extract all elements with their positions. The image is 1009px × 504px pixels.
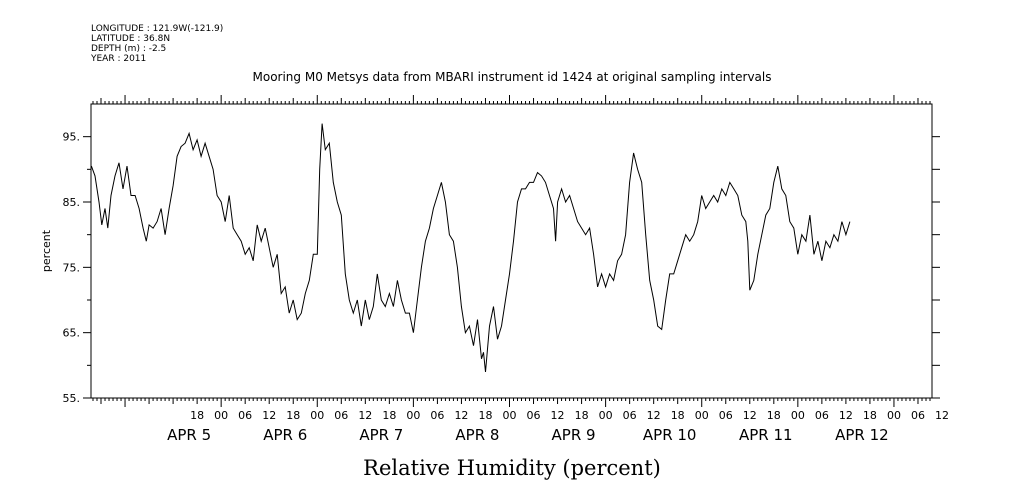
hour-tick-label: 00	[887, 409, 901, 422]
hour-tick-label: 12	[743, 409, 757, 422]
day-tick-label: APR 9	[552, 426, 596, 444]
hour-tick-label: 06	[815, 409, 829, 422]
y-tick-label-95: 95.	[63, 131, 81, 144]
y-axis-label: percent	[40, 229, 53, 272]
hour-tick-label: 18	[286, 409, 300, 422]
hour-tick-label: 12	[935, 409, 949, 422]
hour-tick-label: 18	[863, 409, 877, 422]
hour-tick-label: 06	[430, 409, 444, 422]
hour-tick-label: 18	[671, 409, 685, 422]
hour-tick-label: 06	[238, 409, 252, 422]
metadata-block: LONGITUDE : 121.9W(-121.9) LATITUDE : 36…	[90, 24, 223, 64]
series-line-relative-humidity	[90, 123, 851, 372]
hour-tick-labels: 18 00 06 12 18 00 06 12 18 00 06 12 18 00 06 12 18 00 06 12…	[190, 409, 949, 422]
day-tick-label: APR 10	[643, 426, 697, 444]
day-tick-label: APR 8	[455, 426, 499, 444]
hour-tick-label: 00	[214, 409, 228, 422]
day-tick-label: APR 6	[263, 426, 307, 444]
hour-tick-label: 00	[599, 409, 613, 422]
x-axis-title: Relative Humidity (percent)	[363, 456, 661, 480]
hour-tick-label: 06	[623, 409, 637, 422]
metadata-latitude: LATITUDE : 36.8N	[91, 34, 170, 44]
hour-tick-label: 12	[551, 409, 565, 422]
x-axis-ticks	[92, 95, 931, 407]
metadata-longitude: LONGITUDE : 121.9W(-121.9)	[91, 24, 223, 34]
hour-tick-label: 18	[575, 409, 589, 422]
hour-tick-label: 00	[502, 409, 516, 422]
hour-tick-label: 18	[767, 409, 781, 422]
day-tick-label: APR 12	[835, 426, 889, 444]
hour-tick-label: 06	[911, 409, 925, 422]
y-axis-ticks: 95. 85. 75. 65. 55.	[63, 131, 940, 405]
hour-tick-label: 12	[262, 409, 276, 422]
day-tick-labels: APR 5 APR 6 APR 7 APR 8 APR 9 APR 10 APR 11 APR…	[167, 426, 889, 444]
chart-title: Mooring M0 Metsys data from MBARI instru…	[253, 70, 772, 84]
hour-tick-label: 00	[695, 409, 709, 422]
hour-tick-label: 06	[527, 409, 541, 422]
hour-tick-label: 18	[190, 409, 204, 422]
y-tick-label-65: 65.	[63, 327, 81, 340]
plot-frame	[90, 103, 933, 399]
day-tick-label: APR 5	[167, 426, 211, 444]
hour-tick-label: 18	[382, 409, 396, 422]
hour-tick-label: 12	[358, 409, 372, 422]
hour-tick-label: 12	[454, 409, 468, 422]
hour-tick-label: 12	[839, 409, 853, 422]
hour-tick-label: 00	[406, 409, 420, 422]
hour-tick-label: 06	[719, 409, 733, 422]
hour-tick-label: 12	[647, 409, 661, 422]
y-tick-label-85: 85.	[63, 196, 81, 209]
metadata-depth: DEPTH (m) : -2.5	[91, 44, 166, 54]
hour-tick-label: 18	[478, 409, 492, 422]
y-tick-label-55: 55.	[63, 392, 81, 405]
metadata-year: YEAR : 2011	[90, 54, 146, 64]
day-tick-label: APR 11	[739, 426, 793, 444]
y-tick-label-75: 75.	[63, 261, 81, 274]
hour-tick-label: 00	[310, 409, 324, 422]
hour-tick-label: 00	[791, 409, 805, 422]
day-tick-label: APR 7	[359, 426, 403, 444]
hour-tick-label: 06	[334, 409, 348, 422]
